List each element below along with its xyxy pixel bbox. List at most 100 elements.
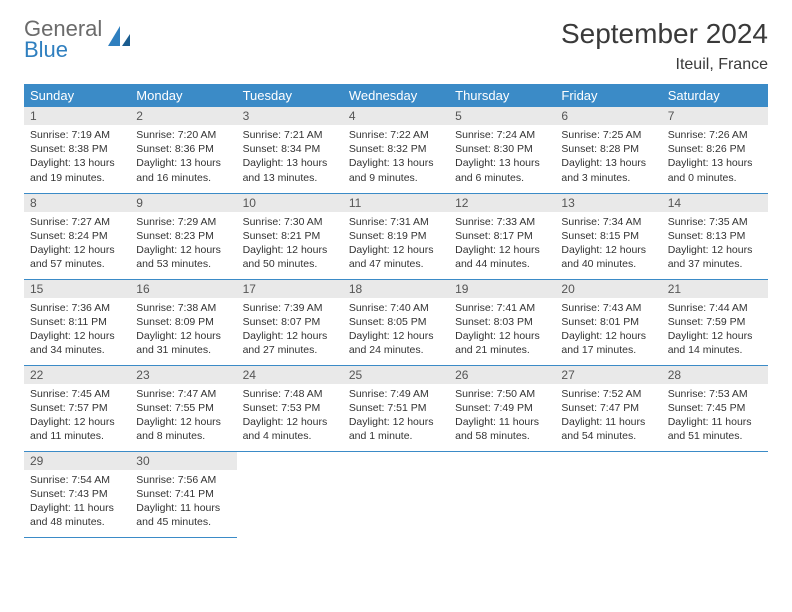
sunset-line: Sunset: 7:53 PM	[243, 401, 337, 415]
daylight-line: Daylight: 12 hours and 11 minutes.	[30, 415, 124, 443]
day-number: 18	[343, 280, 449, 298]
sunset-line: Sunset: 7:51 PM	[349, 401, 443, 415]
calendar-cell: 2Sunrise: 7:20 AMSunset: 8:36 PMDaylight…	[130, 107, 236, 193]
sunset-line: Sunset: 8:11 PM	[30, 315, 124, 329]
sunset-line: Sunset: 7:59 PM	[668, 315, 762, 329]
daylight-line: Daylight: 13 hours and 19 minutes.	[30, 156, 124, 184]
daylight-line: Daylight: 11 hours and 54 minutes.	[561, 415, 655, 443]
calendar-cell: 21Sunrise: 7:44 AMSunset: 7:59 PMDayligh…	[662, 279, 768, 365]
day-body: Sunrise: 7:25 AMSunset: 8:28 PMDaylight:…	[555, 125, 661, 191]
sunrise-line: Sunrise: 7:56 AM	[136, 473, 230, 487]
day-body: Sunrise: 7:44 AMSunset: 7:59 PMDaylight:…	[662, 298, 768, 364]
calendar-cell	[662, 451, 768, 537]
sunrise-line: Sunrise: 7:27 AM	[30, 215, 124, 229]
sunset-line: Sunset: 8:03 PM	[455, 315, 549, 329]
sunset-line: Sunset: 8:09 PM	[136, 315, 230, 329]
day-body: Sunrise: 7:33 AMSunset: 8:17 PMDaylight:…	[449, 212, 555, 278]
daylight-line: Daylight: 11 hours and 45 minutes.	[136, 501, 230, 529]
day-number: 27	[555, 366, 661, 384]
day-number: 14	[662, 194, 768, 212]
day-body: Sunrise: 7:54 AMSunset: 7:43 PMDaylight:…	[24, 470, 130, 536]
day-number: 20	[555, 280, 661, 298]
day-number: 17	[237, 280, 343, 298]
sunrise-line: Sunrise: 7:47 AM	[136, 387, 230, 401]
daylight-line: Daylight: 12 hours and 50 minutes.	[243, 243, 337, 271]
day-body: Sunrise: 7:38 AMSunset: 8:09 PMDaylight:…	[130, 298, 236, 364]
day-body: Sunrise: 7:22 AMSunset: 8:32 PMDaylight:…	[343, 125, 449, 191]
location: Iteuil, France	[561, 56, 768, 74]
calendar-row: 15Sunrise: 7:36 AMSunset: 8:11 PMDayligh…	[24, 279, 768, 365]
sunset-line: Sunset: 8:23 PM	[136, 229, 230, 243]
sunrise-line: Sunrise: 7:24 AM	[455, 128, 549, 142]
daylight-line: Daylight: 11 hours and 51 minutes.	[668, 415, 762, 443]
sunrise-line: Sunrise: 7:39 AM	[243, 301, 337, 315]
day-number: 2	[130, 107, 236, 125]
daylight-line: Daylight: 13 hours and 13 minutes.	[243, 156, 337, 184]
daylight-line: Daylight: 12 hours and 40 minutes.	[561, 243, 655, 271]
calendar-cell: 3Sunrise: 7:21 AMSunset: 8:34 PMDaylight…	[237, 107, 343, 193]
day-number: 19	[449, 280, 555, 298]
calendar-cell: 15Sunrise: 7:36 AMSunset: 8:11 PMDayligh…	[24, 279, 130, 365]
day-body: Sunrise: 7:24 AMSunset: 8:30 PMDaylight:…	[449, 125, 555, 191]
calendar-cell: 7Sunrise: 7:26 AMSunset: 8:26 PMDaylight…	[662, 107, 768, 193]
day-body: Sunrise: 7:21 AMSunset: 8:34 PMDaylight:…	[237, 125, 343, 191]
sunrise-line: Sunrise: 7:35 AM	[668, 215, 762, 229]
weekday-header: Tuesday	[237, 84, 343, 107]
calendar-cell: 20Sunrise: 7:43 AMSunset: 8:01 PMDayligh…	[555, 279, 661, 365]
sunset-line: Sunset: 8:32 PM	[349, 142, 443, 156]
calendar-cell: 14Sunrise: 7:35 AMSunset: 8:13 PMDayligh…	[662, 193, 768, 279]
daylight-line: Daylight: 12 hours and 4 minutes.	[243, 415, 337, 443]
sunset-line: Sunset: 7:43 PM	[30, 487, 124, 501]
daylight-line: Daylight: 12 hours and 21 minutes.	[455, 329, 549, 357]
day-body: Sunrise: 7:29 AMSunset: 8:23 PMDaylight:…	[130, 212, 236, 278]
day-number: 26	[449, 366, 555, 384]
sunrise-line: Sunrise: 7:36 AM	[30, 301, 124, 315]
sunrise-line: Sunrise: 7:33 AM	[455, 215, 549, 229]
sunrise-line: Sunrise: 7:48 AM	[243, 387, 337, 401]
month-title: September 2024	[561, 18, 768, 50]
daylight-line: Daylight: 12 hours and 57 minutes.	[30, 243, 124, 271]
calendar-cell: 16Sunrise: 7:38 AMSunset: 8:09 PMDayligh…	[130, 279, 236, 365]
day-body: Sunrise: 7:50 AMSunset: 7:49 PMDaylight:…	[449, 384, 555, 450]
weekday-header: Monday	[130, 84, 236, 107]
day-body: Sunrise: 7:30 AMSunset: 8:21 PMDaylight:…	[237, 212, 343, 278]
day-number: 11	[343, 194, 449, 212]
daylight-line: Daylight: 12 hours and 31 minutes.	[136, 329, 230, 357]
sunrise-line: Sunrise: 7:45 AM	[30, 387, 124, 401]
sunset-line: Sunset: 7:47 PM	[561, 401, 655, 415]
sunset-line: Sunset: 8:36 PM	[136, 142, 230, 156]
day-body: Sunrise: 7:20 AMSunset: 8:36 PMDaylight:…	[130, 125, 236, 191]
day-body: Sunrise: 7:34 AMSunset: 8:15 PMDaylight:…	[555, 212, 661, 278]
day-body: Sunrise: 7:26 AMSunset: 8:26 PMDaylight:…	[662, 125, 768, 191]
calendar-cell: 29Sunrise: 7:54 AMSunset: 7:43 PMDayligh…	[24, 451, 130, 537]
daylight-line: Daylight: 12 hours and 8 minutes.	[136, 415, 230, 443]
day-number: 23	[130, 366, 236, 384]
day-body: Sunrise: 7:31 AMSunset: 8:19 PMDaylight:…	[343, 212, 449, 278]
calendar-row: 8Sunrise: 7:27 AMSunset: 8:24 PMDaylight…	[24, 193, 768, 279]
calendar-cell: 5Sunrise: 7:24 AMSunset: 8:30 PMDaylight…	[449, 107, 555, 193]
day-number: 5	[449, 107, 555, 125]
sunrise-line: Sunrise: 7:26 AM	[668, 128, 762, 142]
logo-text-blue: Blue	[24, 39, 102, 61]
sunset-line: Sunset: 7:41 PM	[136, 487, 230, 501]
calendar-cell: 4Sunrise: 7:22 AMSunset: 8:32 PMDaylight…	[343, 107, 449, 193]
sunrise-line: Sunrise: 7:52 AM	[561, 387, 655, 401]
sunrise-line: Sunrise: 7:30 AM	[243, 215, 337, 229]
day-body: Sunrise: 7:19 AMSunset: 8:38 PMDaylight:…	[24, 125, 130, 191]
calendar-cell: 11Sunrise: 7:31 AMSunset: 8:19 PMDayligh…	[343, 193, 449, 279]
calendar-cell: 9Sunrise: 7:29 AMSunset: 8:23 PMDaylight…	[130, 193, 236, 279]
daylight-line: Daylight: 12 hours and 37 minutes.	[668, 243, 762, 271]
sunset-line: Sunset: 8:21 PM	[243, 229, 337, 243]
calendar-cell: 24Sunrise: 7:48 AMSunset: 7:53 PMDayligh…	[237, 365, 343, 451]
calendar-cell: 13Sunrise: 7:34 AMSunset: 8:15 PMDayligh…	[555, 193, 661, 279]
calendar-cell: 22Sunrise: 7:45 AMSunset: 7:57 PMDayligh…	[24, 365, 130, 451]
sunset-line: Sunset: 7:55 PM	[136, 401, 230, 415]
sunrise-line: Sunrise: 7:19 AM	[30, 128, 124, 142]
day-number: 13	[555, 194, 661, 212]
calendar-cell: 1Sunrise: 7:19 AMSunset: 8:38 PMDaylight…	[24, 107, 130, 193]
day-number: 4	[343, 107, 449, 125]
calendar-cell: 12Sunrise: 7:33 AMSunset: 8:17 PMDayligh…	[449, 193, 555, 279]
calendar-cell: 27 Sunrise: 7:52 AMSunset: 7:47 PMDayligh…	[555, 365, 661, 451]
sunset-line: Sunset: 8:05 PM	[349, 315, 443, 329]
day-body: Sunrise: 7:49 AMSunset: 7:51 PMDaylight:…	[343, 384, 449, 450]
